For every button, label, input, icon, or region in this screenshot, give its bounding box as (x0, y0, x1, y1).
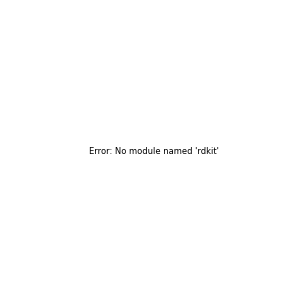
Text: Error: No module named 'rdkit': Error: No module named 'rdkit' (89, 147, 219, 156)
